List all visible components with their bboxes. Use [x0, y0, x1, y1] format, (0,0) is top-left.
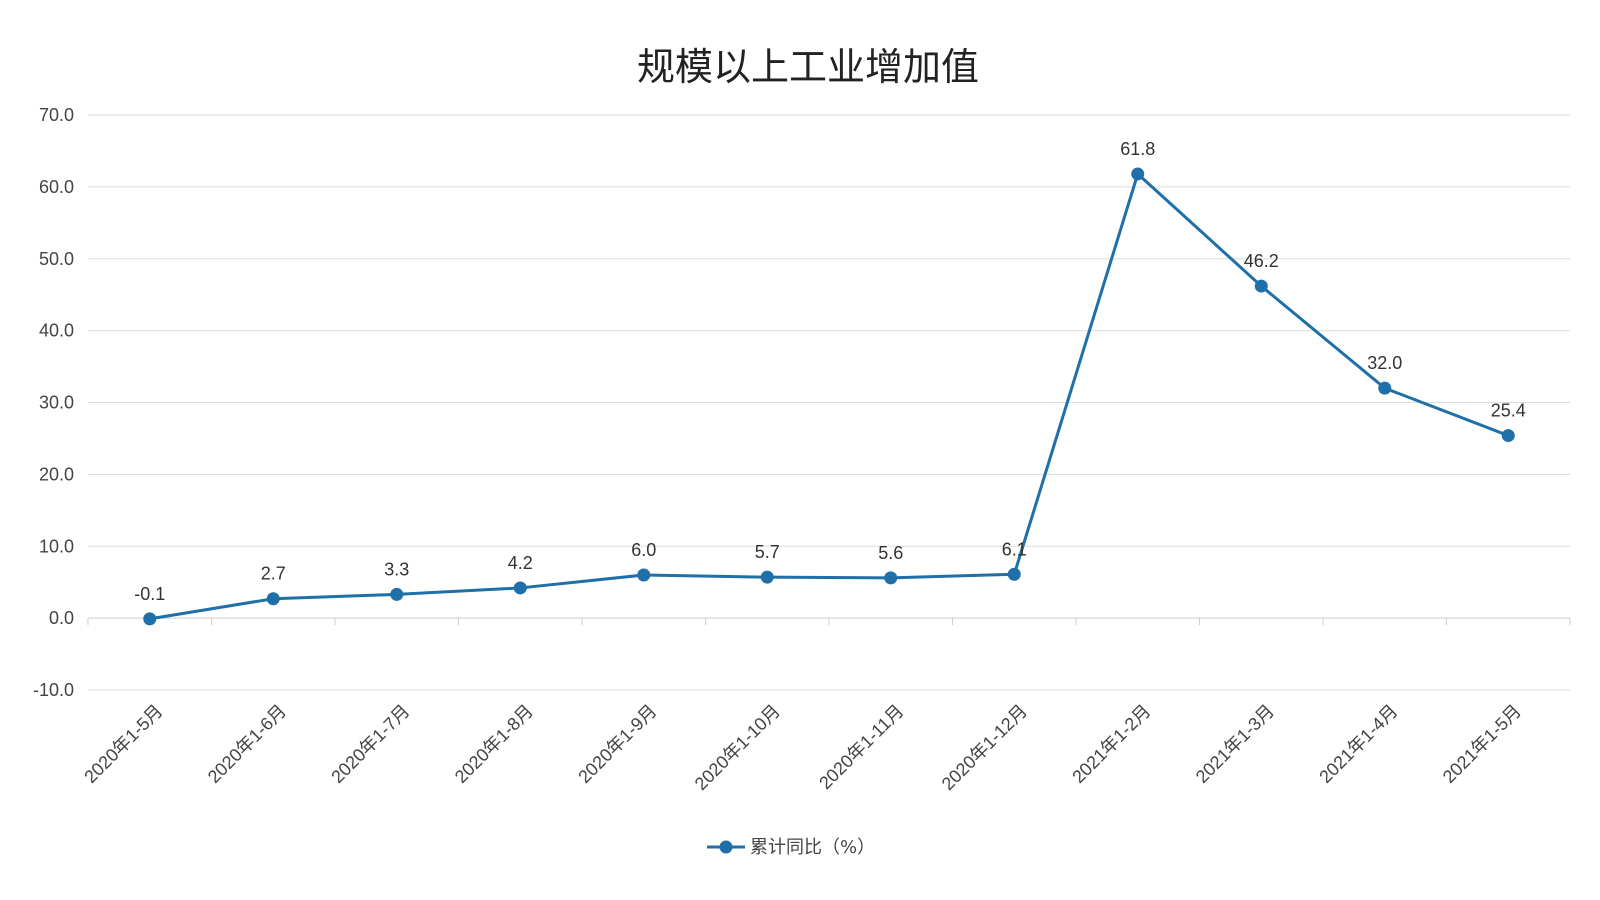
- x-tick-label: 2020年1-7月: [327, 701, 413, 787]
- y-tick-label: 20.0: [39, 464, 74, 484]
- data-point[interactable]: [143, 612, 157, 626]
- x-tick-label: 2020年1-6月: [204, 701, 290, 787]
- data-point[interactable]: [266, 592, 280, 606]
- y-tick-label: 0.0: [49, 608, 74, 628]
- data-label: 25.4: [1491, 401, 1526, 421]
- chart-title: 规模以上工业增加值: [637, 45, 979, 89]
- x-tick-label: 2021年1-5月: [1439, 701, 1525, 787]
- data-label: -0.1: [134, 584, 165, 604]
- data-label: 5.6: [878, 543, 903, 563]
- data-point[interactable]: [1254, 279, 1268, 293]
- x-tick-label: 2021年1-3月: [1192, 701, 1278, 787]
- data-label: 5.7: [755, 542, 780, 562]
- x-tick-label: 2020年1-8月: [451, 701, 537, 787]
- data-label: 61.8: [1120, 139, 1155, 159]
- data-label: 2.7: [261, 564, 286, 584]
- x-tick-label: 2020年1-11月: [815, 701, 907, 793]
- data-point[interactable]: [1131, 167, 1145, 181]
- data-point[interactable]: [513, 581, 527, 595]
- legend[interactable]: 累计同比（%）: [707, 837, 875, 858]
- x-tick-label: 2020年1-10月: [691, 701, 784, 794]
- data-label: 6.0: [631, 540, 656, 560]
- x-axis-labels: 2020年1-5月 2020年1-6月 2020年1-7月 2020年1-8月 2020…: [80, 701, 1525, 794]
- y-tick-label: 60.0: [39, 177, 74, 197]
- x-axis: [87, 617, 1571, 626]
- series-line: [149, 172, 1509, 621]
- data-label: 4.2: [508, 553, 533, 573]
- data-label: 46.2: [1244, 251, 1279, 271]
- y-tick-label: 40.0: [39, 321, 74, 341]
- y-tick-label: -10.0: [33, 680, 74, 700]
- data-labels: -0.1 2.7 3.3 4.2 6.0 5.7 5.6 6.1 61.8 46.2 32.0 25.…: [134, 139, 1526, 604]
- data-point[interactable]: [884, 571, 898, 585]
- data-label: 3.3: [384, 559, 409, 579]
- data-label: 6.1: [1002, 539, 1027, 559]
- x-tick-label: 2021年1-4月: [1315, 701, 1401, 787]
- x-tick-label: 2021年1-2月: [1068, 701, 1154, 787]
- data-point[interactable]: [637, 568, 651, 582]
- data-point[interactable]: [760, 570, 774, 584]
- series-line-group: [143, 167, 1515, 626]
- x-tick-label: 2020年1-5月: [80, 701, 166, 787]
- legend-label: 累计同比（%）: [750, 837, 875, 858]
- y-tick-label: 70.0: [39, 105, 74, 125]
- data-point[interactable]: [390, 587, 404, 601]
- y-tick-label: 10.0: [39, 536, 74, 556]
- legend-marker-icon: [719, 840, 733, 854]
- data-point[interactable]: [1501, 429, 1515, 443]
- data-point[interactable]: [1378, 381, 1392, 395]
- y-tick-label: 30.0: [39, 393, 74, 413]
- y-axis: -10.0 0.0 10.0 20.0 30.0 40.0 50.0 60.0 70.0: [33, 105, 74, 700]
- x-tick-label: 2020年1-12月: [938, 701, 1031, 794]
- x-tick-label: 2020年1-9月: [574, 701, 660, 787]
- gridlines: [88, 114, 1570, 691]
- y-tick-label: 50.0: [39, 249, 74, 269]
- data-label: 32.0: [1367, 353, 1402, 373]
- data-point[interactable]: [1007, 567, 1021, 581]
